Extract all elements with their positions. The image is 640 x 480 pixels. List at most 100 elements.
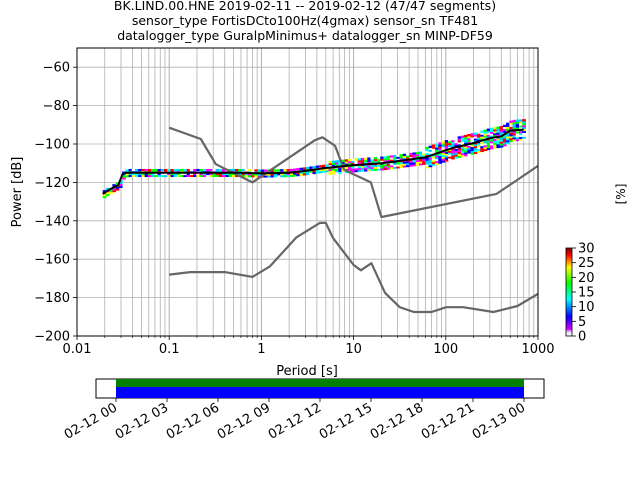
- ppsd-cell: [515, 134, 520, 138]
- ppsd-cell: [267, 173, 272, 176]
- ppsd-cell: [296, 173, 301, 177]
- ppsd-cell: [435, 143, 439, 146]
- ppsd-cell: [105, 187, 110, 191]
- ppsd-cell: [322, 170, 326, 173]
- colorbar-tick-label: 5: [578, 315, 586, 330]
- ppsd-cell: [502, 143, 507, 147]
- ppsd-cell: [347, 162, 352, 166]
- ppsd-cell: [289, 168, 294, 172]
- ppsd-cell: [509, 135, 514, 139]
- ppsd-cell: [467, 145, 472, 148]
- ppsd-cell: [499, 133, 504, 137]
- ppsd-cell: [477, 137, 481, 140]
- ppsd-cell: [451, 157, 455, 160]
- ppsd-cell: [444, 140, 449, 143]
- ppsd-cell: [309, 172, 313, 175]
- ppsd-cell: [502, 128, 507, 131]
- ppsd-cell: [367, 161, 372, 164]
- ppsd-cell: [418, 163, 423, 166]
- ppsd-cell: [483, 129, 488, 132]
- ppsd-cell: [373, 157, 378, 160]
- ppsd-cell: [515, 125, 520, 128]
- ppsd-cell: [489, 127, 494, 130]
- ppsd-cell: [222, 168, 226, 172]
- ppsd-cell: [406, 162, 410, 166]
- ppsd-cell: [467, 134, 472, 137]
- ppsd-cell: [351, 168, 355, 171]
- ppsd-cell: [460, 139, 465, 142]
- ppsd-cell: [464, 134, 468, 138]
- ppsd-cell: [422, 151, 426, 154]
- ppsd-cell: [509, 137, 514, 141]
- ppsd-cell: [335, 168, 339, 171]
- ppsd-cell: [144, 174, 149, 178]
- ppsd-cell: [309, 166, 313, 169]
- y-tick-label: −140: [34, 214, 70, 229]
- ppsd-cell: [483, 141, 488, 144]
- ppsd-cell: [477, 133, 481, 136]
- ppsd-cell: [506, 132, 510, 135]
- ppsd-cell: [493, 146, 497, 149]
- ppsd-cell: [451, 155, 455, 158]
- y-axis-ticks: −200 −180 −160 −140 −120 −100 −80 −60: [34, 61, 77, 345]
- ppsd-cell: [389, 159, 394, 162]
- ppsd-cell: [322, 164, 326, 168]
- ppsd-cell: [315, 165, 320, 168]
- ppsd-cell: [522, 136, 526, 139]
- ppsd-cell: [344, 163, 349, 166]
- ppsd-cell: [473, 136, 478, 139]
- ppsd-cell: [357, 167, 362, 171]
- ppsd-cell: [376, 158, 381, 162]
- ppsd-cell: [193, 168, 197, 172]
- ppsd-cell: [412, 160, 417, 163]
- ppsd-cell: [428, 161, 433, 164]
- ppsd-cell: [422, 154, 426, 158]
- ppsd-cell: [431, 163, 436, 167]
- ppsd-cell: [125, 169, 130, 172]
- ppsd-cell: [506, 141, 510, 145]
- ppsd-cell: [125, 175, 130, 178]
- ppsd-cell: [170, 168, 175, 172]
- ppsd-cell: [518, 130, 523, 134]
- ppsd-cell: [399, 156, 404, 159]
- ppsd-cell: [270, 173, 275, 176]
- ppsd-cell: [357, 169, 362, 172]
- ppsd-cell: [118, 185, 123, 188]
- ppsd-cell: [518, 138, 523, 141]
- ppsd-cell: [428, 159, 433, 162]
- ppsd-cell: [512, 125, 517, 128]
- ppsd-cell: [480, 145, 484, 149]
- ppsd-cell: [396, 166, 401, 169]
- ppsd-cell: [518, 121, 523, 124]
- ppsd-cell: [418, 153, 423, 156]
- ppsd-cell: [444, 159, 449, 162]
- ppsd-cell: [396, 156, 401, 159]
- ppsd-cell: [341, 159, 346, 162]
- ppsd-cell: [509, 128, 514, 131]
- ppsd-cell: [428, 164, 433, 168]
- ppsd-cell: [318, 168, 323, 172]
- ppsd-cell: [502, 126, 507, 130]
- ppsd-cell: [480, 132, 484, 135]
- ppsd-cell: [406, 155, 410, 158]
- ppsd-cell: [409, 154, 413, 158]
- ppsd-cell: [128, 174, 133, 178]
- colorbar-tick-label: 20: [578, 271, 595, 286]
- ppsd-cell: [522, 134, 526, 137]
- ppsd-cell: [318, 165, 323, 168]
- ppsd-cell: [380, 158, 384, 161]
- ppsd-cell: [428, 145, 433, 149]
- ppsd-cell: [134, 168, 139, 172]
- ppsd-cell: [389, 163, 394, 166]
- ppsd-cell: [283, 174, 288, 178]
- ppsd-cell: [431, 148, 436, 151]
- ppsd-cell: [360, 157, 365, 161]
- ppsd-cell: [115, 188, 120, 191]
- ppsd-cell: [425, 162, 430, 165]
- ppsd-cell: [383, 158, 388, 161]
- ppsd-cell: [499, 127, 504, 131]
- ppsd-cell: [160, 168, 165, 172]
- plot-grid: [76, 48, 538, 337]
- ppsd-cell: [493, 132, 497, 136]
- ppsd-cell: [215, 172, 220, 176]
